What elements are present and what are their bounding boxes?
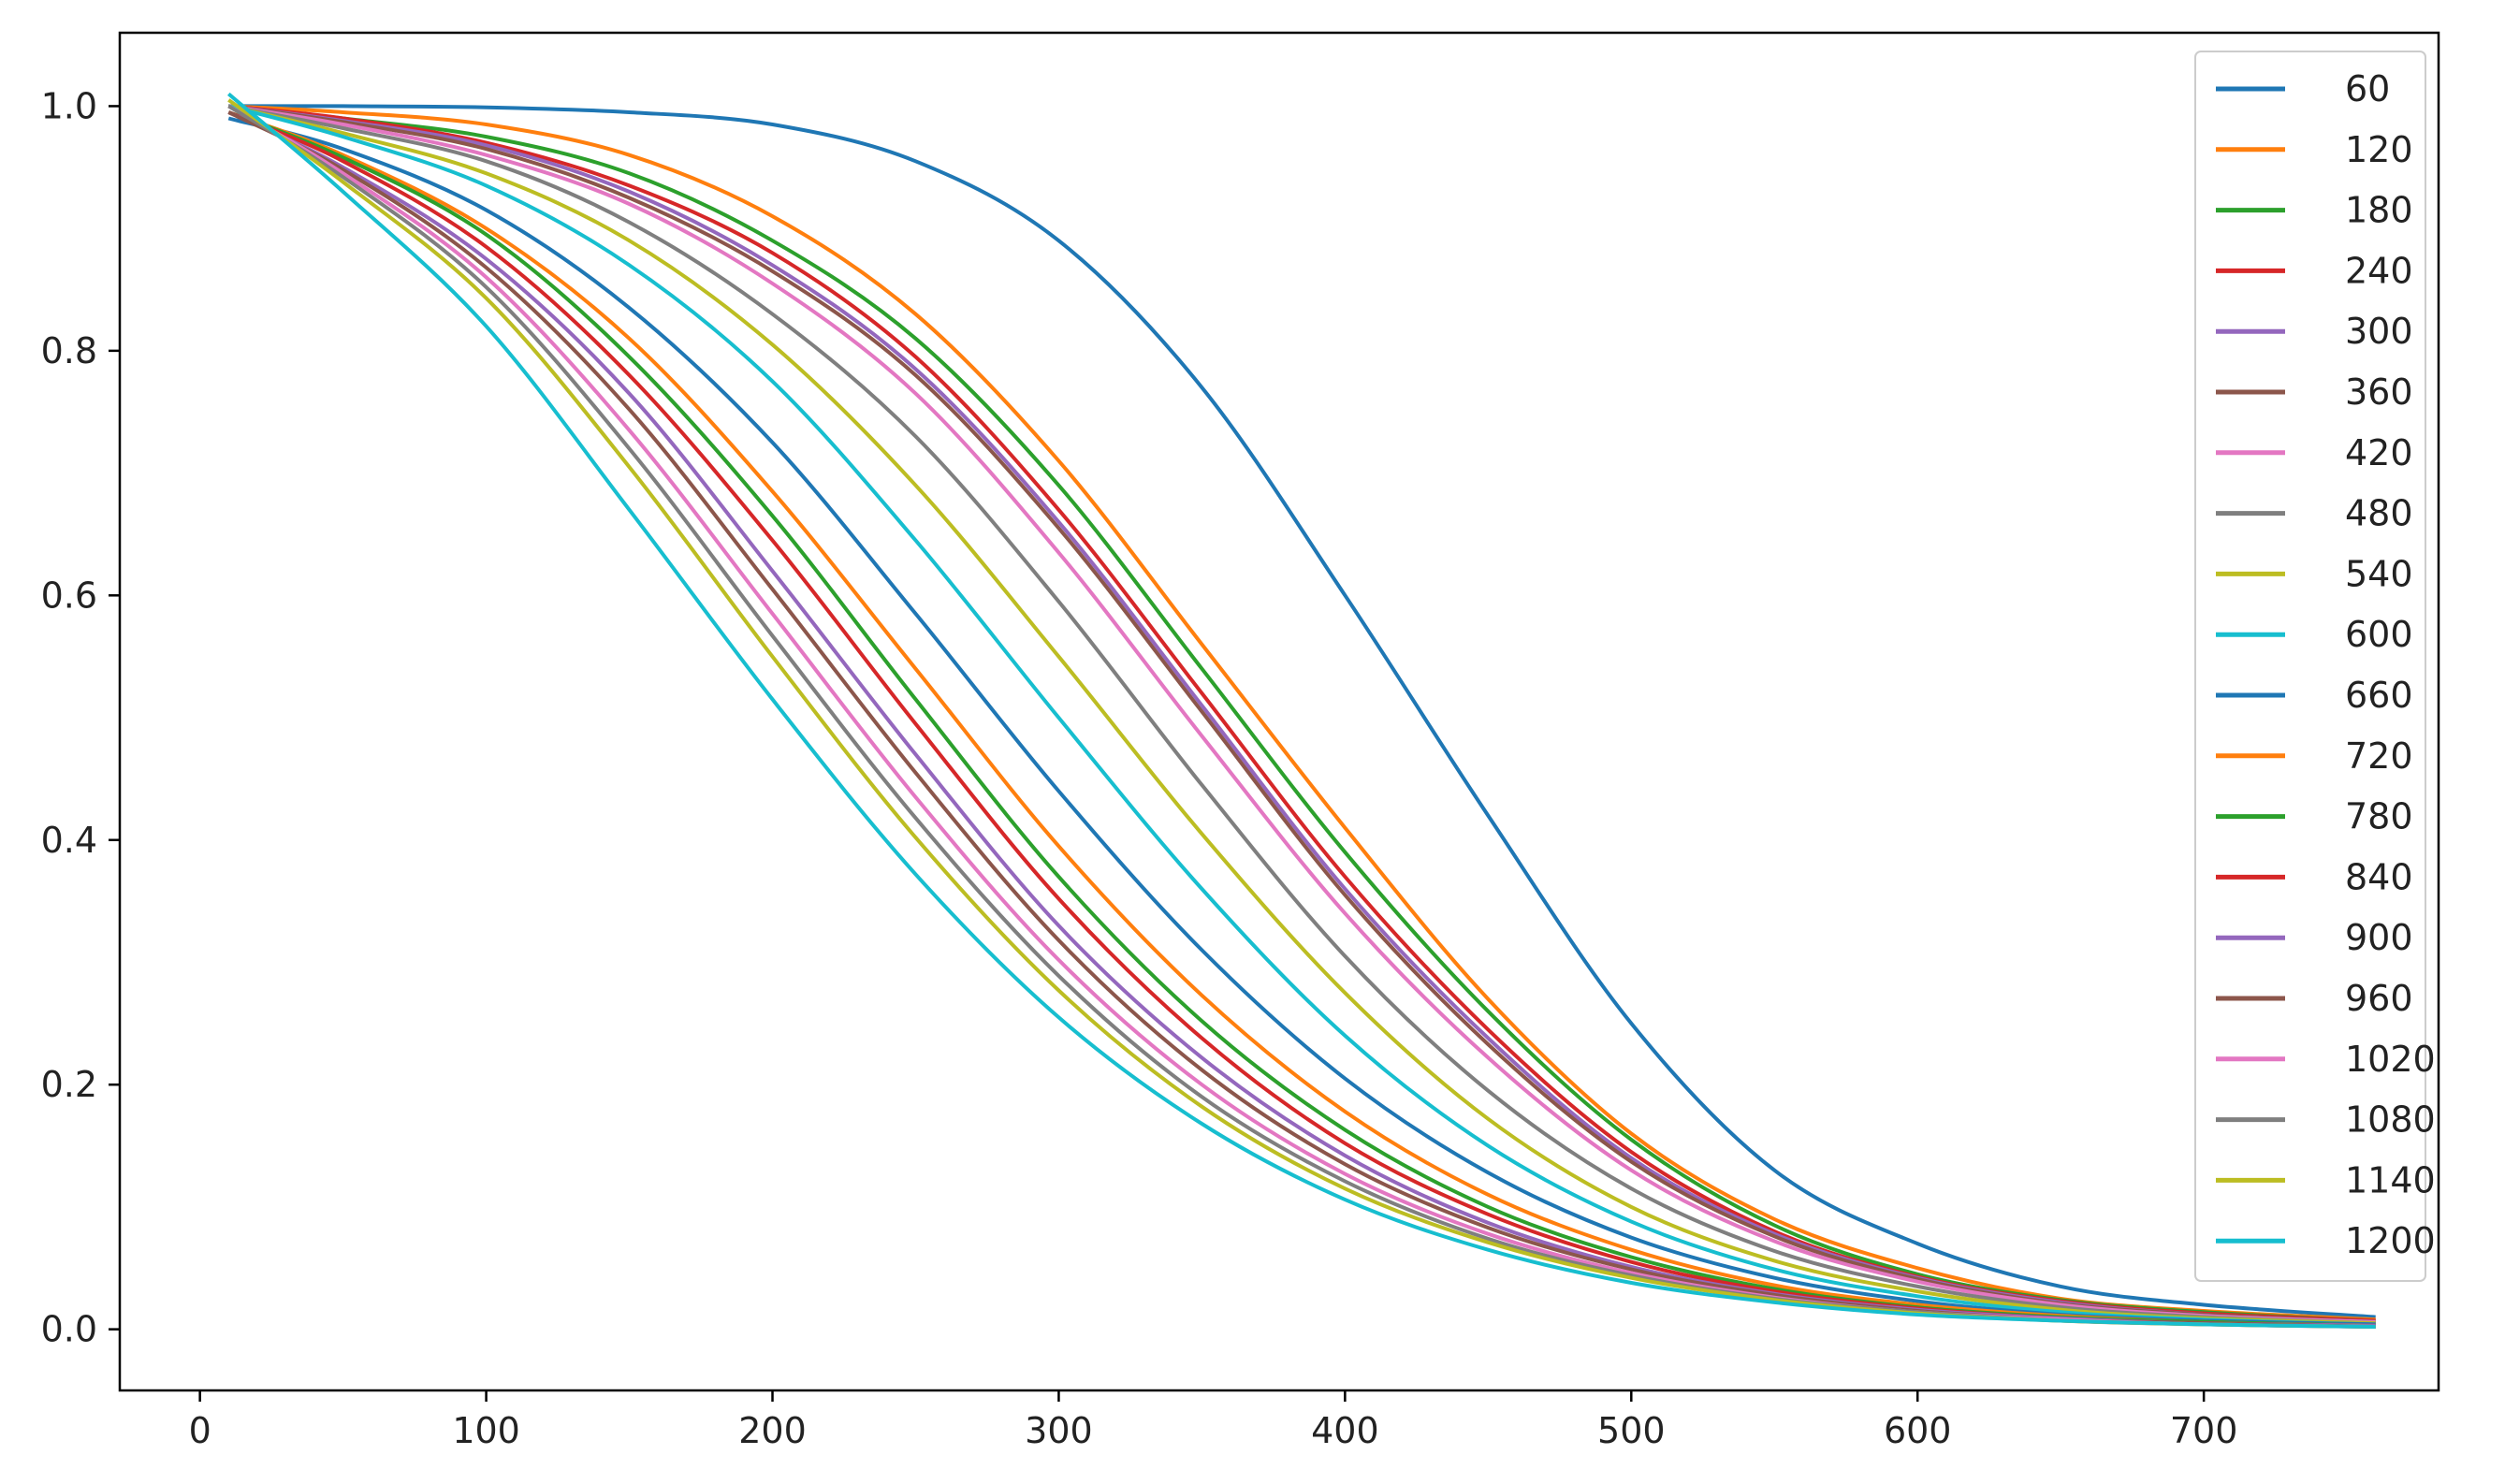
legend-box <box>2194 51 2426 1282</box>
legend-label-840: 840 <box>2345 856 2413 897</box>
x-axis: 0 100 200 300 400 500 600 700 <box>189 1390 2238 1451</box>
legend-label-240: 240 <box>2345 250 2413 291</box>
x-tick-label: 400 <box>1311 1410 1379 1451</box>
series-line-480 <box>227 104 2376 1326</box>
legend-label-780: 780 <box>2345 796 2413 837</box>
y-tick-label: 0.0 <box>41 1309 97 1350</box>
legend-label-360: 360 <box>2345 371 2413 413</box>
series-line-600 <box>227 104 2376 1327</box>
x-tick-label: 200 <box>738 1410 807 1451</box>
legend-label-420: 420 <box>2345 432 2413 473</box>
y-tick-label: 0.6 <box>41 575 97 616</box>
legend-label-300: 300 <box>2345 311 2413 352</box>
legend-label-1080: 1080 <box>2345 1099 2436 1141</box>
legend-label-480: 480 <box>2345 493 2413 534</box>
x-tick-label: 300 <box>1025 1410 1093 1451</box>
series-line-1200 <box>226 92 2376 1329</box>
x-tick-label: 500 <box>1597 1410 1666 1451</box>
x-tick-label: 100 <box>452 1410 520 1451</box>
legend-label-900: 900 <box>2345 917 2413 958</box>
legend-label-600: 600 <box>2345 614 2413 655</box>
legend-label-120: 120 <box>2345 129 2413 170</box>
legend-label-720: 720 <box>2345 735 2413 777</box>
y-tick-label: 0.8 <box>41 330 97 371</box>
legend-label-60: 60 <box>2345 68 2390 109</box>
series-line-720 <box>227 110 2376 1328</box>
series-layer <box>226 92 2376 1329</box>
x-tick-label: 600 <box>1884 1410 1952 1451</box>
plot-frame <box>118 31 2440 1392</box>
legend-label-180: 180 <box>2345 190 2413 231</box>
y-tick-label: 1.0 <box>41 85 97 126</box>
y-tick-label: 0.2 <box>41 1064 97 1105</box>
y-axis: 0.0 0.2 0.4 0.6 0.8 1.0 <box>41 85 120 1350</box>
series-line-120 <box>228 104 2376 1322</box>
legend-label-540: 540 <box>2345 553 2413 594</box>
legend-label-960: 960 <box>2345 978 2413 1019</box>
y-tick-label: 0.4 <box>41 820 97 861</box>
x-tick-label: 0 <box>189 1410 211 1451</box>
series-line-540 <box>227 104 2376 1326</box>
series-line-60 <box>228 104 2376 1319</box>
series-line-660 <box>227 116 2376 1327</box>
legend: 60 120 180 240 300 360 420 480 540 600 660 720 780 84… <box>2194 51 2436 1282</box>
legend-label-1140: 1140 <box>2345 1159 2436 1200</box>
x-tick-label: 700 <box>2170 1410 2238 1451</box>
legend-label-1020: 1020 <box>2345 1039 2436 1080</box>
legend-label-1200: 1200 <box>2345 1220 2436 1261</box>
series-line-420 <box>227 104 2376 1324</box>
legend-label-660: 660 <box>2345 675 2413 716</box>
